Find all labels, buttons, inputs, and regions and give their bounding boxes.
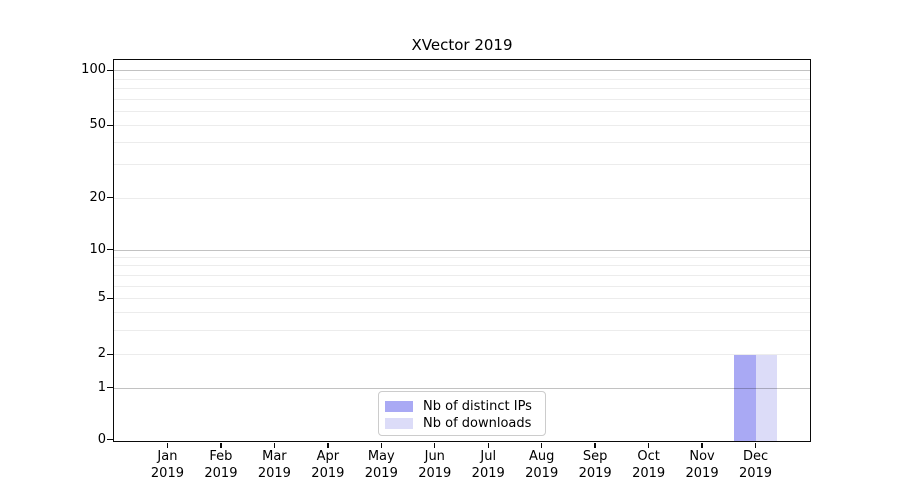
y-tick — [107, 297, 113, 300]
minor-gridline — [114, 110, 810, 112]
x-tick-label-line: 2019 — [257, 465, 291, 481]
x-tick-label-line: Aug — [528, 449, 555, 464]
x-tick-label: Oct 2019 — [617, 449, 681, 482]
x-tick — [487, 443, 489, 448]
legend-item: Nb of distinct IPs — [385, 398, 545, 415]
y-tick-label: 5 — [97, 290, 106, 306]
x-tick-label: Aug 2019 — [510, 449, 574, 482]
y-tick-label: 10 — [89, 241, 106, 257]
minor-gridline — [114, 256, 810, 258]
x-tick-label: Sep 2019 — [563, 449, 627, 482]
major-gridline — [114, 249, 810, 251]
legend-item: Nb of downloads — [385, 415, 545, 432]
x-tick-label-line: 2019 — [364, 465, 398, 481]
plot-area: 100 50 20 10 5 2 1 0 Jan 2019 Feb 2019 Mar 2019 Apr 201… — [81, 59, 811, 481]
x-tick — [220, 443, 222, 448]
x-tick-label-line: Dec — [742, 449, 769, 464]
x-tick-label-line: Jun — [424, 449, 445, 464]
x-tick-label: Nov 2019 — [670, 449, 734, 482]
minor-gridline — [114, 197, 810, 199]
x-tick-label-line: 2019 — [738, 465, 773, 481]
x-tick-label-line: 2019 — [471, 465, 505, 481]
x-tick-label: May 2019 — [349, 449, 413, 482]
minor-gridline — [114, 285, 810, 287]
x-tick-label-line: 2019 — [418, 465, 452, 481]
x-tick — [701, 443, 703, 448]
minor-gridline — [114, 265, 810, 267]
x-tick-label-line: Mar — [262, 449, 287, 464]
x-tick-label-line: Nov — [689, 449, 715, 464]
x-tick-label-line: 2019 — [578, 465, 612, 481]
major-gridline — [114, 387, 810, 389]
x-tick-label-line: May — [367, 449, 395, 464]
minor-gridline — [114, 312, 810, 314]
chart-title: XVector 2019 — [411, 36, 513, 54]
y-tick-label: 100 — [81, 62, 106, 78]
x-tick-label: Dec 2019 — [724, 449, 788, 482]
legend-label: Nb of distinct IPs — [423, 398, 532, 414]
x-tick — [380, 443, 382, 448]
y-tick-label: 1 — [97, 379, 106, 395]
x-tick-label: Jun 2019 — [403, 449, 467, 482]
legend-swatch-distinct-ips-icon — [385, 401, 413, 412]
minor-gridline — [114, 125, 810, 127]
x-tick-label-line: 2019 — [685, 465, 719, 481]
y-tick — [107, 387, 113, 389]
x-tick — [754, 443, 757, 448]
y-tick-label: 2 — [97, 346, 106, 362]
x-tick-label: Jan 2019 — [135, 449, 199, 482]
legend: Nb of distinct IPs Nb of downloads — [378, 391, 546, 436]
bar-nb-of-distinct-ips — [734, 355, 756, 441]
minor-gridline — [114, 141, 810, 143]
minor-gridline — [114, 298, 810, 300]
x-tick — [594, 443, 596, 448]
x-tick-label: Mar 2019 — [242, 449, 306, 482]
x-tick — [273, 443, 276, 448]
x-tick-label-line: Jan — [157, 449, 178, 464]
minor-gridline — [114, 88, 810, 90]
x-tick-label-line: 2019 — [150, 465, 184, 481]
y-tick-label: 0 — [97, 431, 106, 447]
x-tick — [647, 443, 650, 448]
x-tick-label: Apr 2019 — [296, 449, 360, 482]
x-tick-label-line: Apr — [316, 449, 340, 464]
x-tick — [166, 443, 169, 448]
x-tick-label-line: Sep — [582, 449, 608, 464]
y-tick — [107, 196, 113, 199]
legend-swatch-downloads-icon — [385, 418, 413, 429]
x-tick-label-line: Oct — [637, 449, 660, 464]
x-tick — [434, 443, 436, 448]
y-tick-label: 20 — [89, 189, 106, 205]
x-tick-label: Feb 2019 — [189, 449, 253, 482]
y-tick — [107, 248, 113, 251]
y-tick — [107, 439, 113, 441]
y-tick — [107, 124, 113, 127]
minor-gridline — [114, 354, 810, 356]
minor-gridline — [114, 329, 810, 331]
x-tick-label-line: 2019 — [632, 465, 666, 481]
minor-gridline — [114, 79, 810, 81]
y-tick-label: 50 — [89, 117, 106, 133]
x-tick — [327, 443, 329, 448]
x-tick-label-line: 2019 — [311, 465, 345, 481]
x-tick-label-line: 2019 — [525, 465, 559, 481]
minor-gridline — [114, 164, 810, 166]
x-tick-label-line: Jul — [480, 449, 497, 464]
bar-nb-of-downloads — [755, 355, 778, 441]
y-tick — [107, 353, 113, 356]
minor-gridline — [114, 98, 810, 100]
x-tick-label: Jul 2019 — [456, 449, 520, 482]
x-tick-label-line: 2019 — [204, 465, 238, 481]
y-tick — [107, 69, 113, 71]
x-tick — [540, 443, 543, 448]
x-tick-label-line: Feb — [209, 449, 233, 464]
major-gridline — [114, 70, 810, 72]
minor-gridline — [114, 274, 810, 276]
legend-label: Nb of downloads — [423, 415, 532, 431]
